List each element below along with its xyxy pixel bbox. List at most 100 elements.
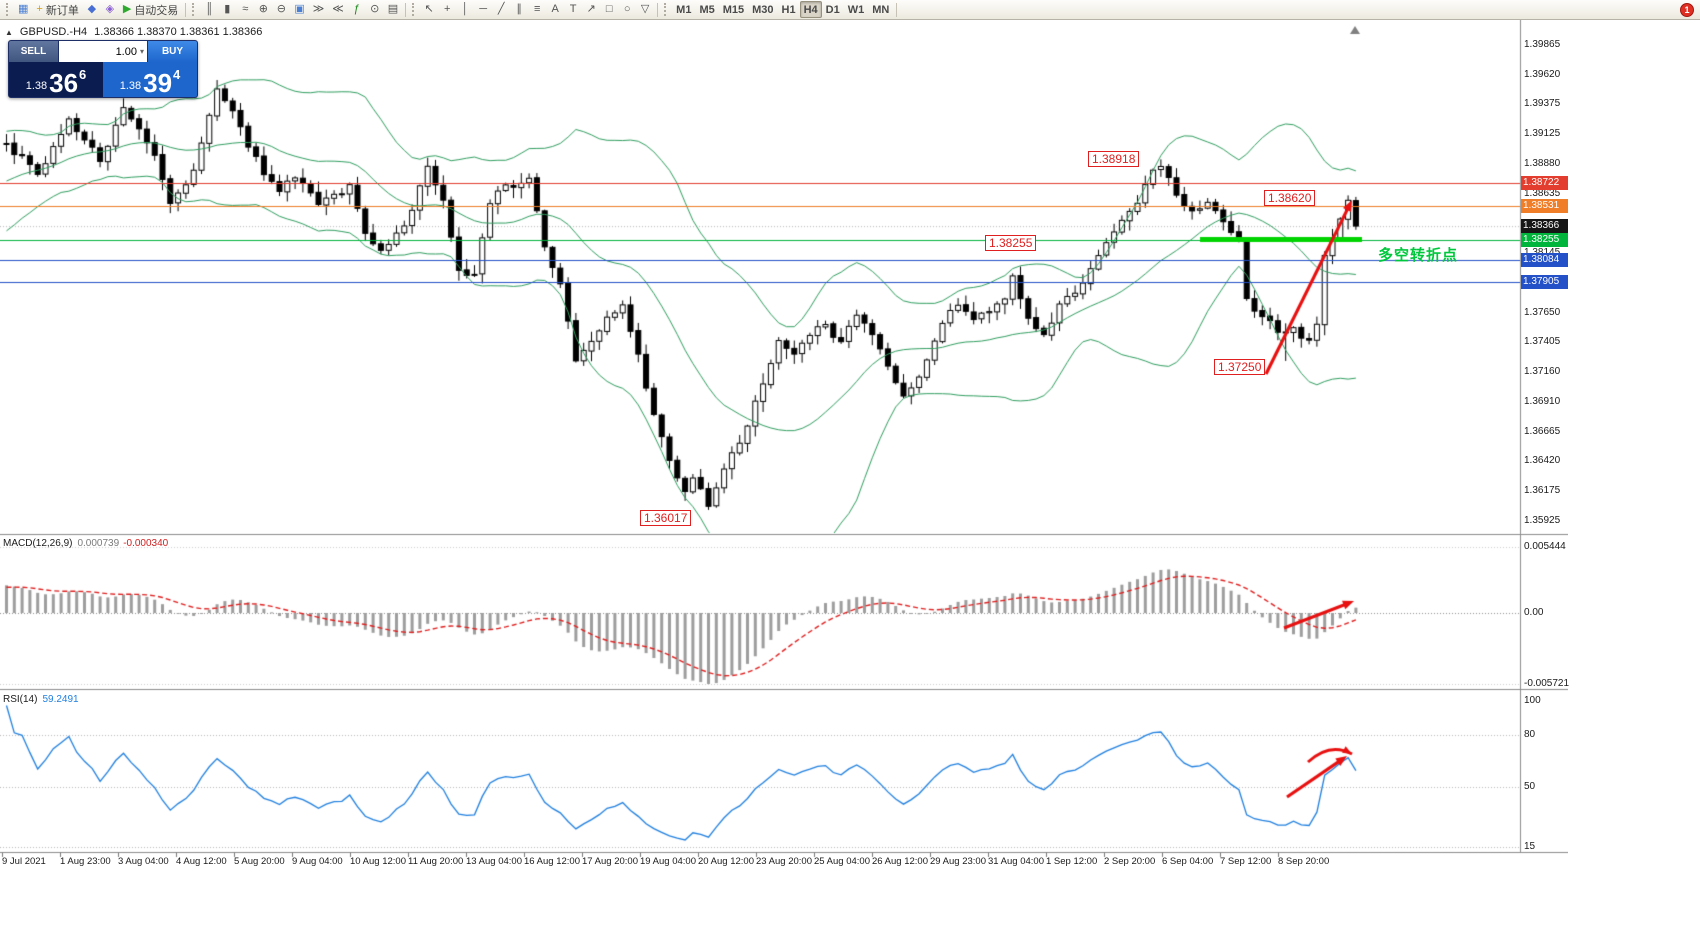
- timeframe-button-tf-m1[interactable]: M1: [672, 1, 695, 18]
- toolbar-button-periods[interactable]: ⊙: [366, 1, 384, 18]
- toolbar-button-text[interactable]: A: [546, 1, 564, 18]
- cursor-icon: ↖: [424, 3, 434, 15]
- toolbar-button-vertical-line[interactable]: │: [456, 1, 474, 18]
- toolbar-button-bar-chart[interactable]: ║: [200, 1, 218, 18]
- price-tag: 1.38531: [1521, 199, 1568, 214]
- sell-price-sup: 6: [79, 67, 87, 82]
- rsi-axis-label: 100: [1524, 695, 1541, 706]
- text-icon: A: [551, 3, 559, 15]
- price-annotation[interactable]: 1.37250: [1214, 359, 1266, 375]
- toolbar-button-equidistant-channel[interactable]: ∥: [510, 1, 528, 18]
- macd-name: MACD(12,26,9): [3, 538, 73, 549]
- macd-axis-label: 0.005444: [1524, 541, 1566, 552]
- time-axis-label: 16 Aug 12:00: [524, 856, 580, 867]
- toolbar-button-tile-windows[interactable]: ▣: [290, 1, 308, 18]
- toolbar-button-templates[interactable]: ▤: [384, 1, 402, 18]
- candlestick-chart-icon: ▮: [224, 3, 231, 15]
- auto-scroll-icon: ≫: [312, 3, 325, 15]
- price-axis-label: 1.37160: [1524, 365, 1561, 377]
- time-axis-label: 26 Aug 12:00: [872, 856, 928, 867]
- time-axis-label: 19 Aug 04:00: [640, 856, 696, 867]
- toolbar-button-new-order[interactable]: + 新订单: [32, 1, 82, 18]
- navigator-icon: ◈: [105, 3, 115, 15]
- toolbar-button-zoom-out[interactable]: ⊖: [272, 1, 290, 18]
- timeframe-button-tf-m30[interactable]: M30: [748, 1, 777, 18]
- price-annotation[interactable]: 1.36017: [640, 510, 692, 526]
- toolbar-button-new-chart[interactable]: ▦: [14, 1, 32, 18]
- toolbar-button-horizontal-line[interactable]: ─: [474, 1, 492, 18]
- price-axis-label: 1.35925: [1524, 514, 1561, 526]
- price-annotation[interactable]: 1.38620: [1264, 190, 1316, 206]
- sell-button[interactable]: SELL: [9, 41, 59, 62]
- timeframe-button-tf-w1[interactable]: W1: [844, 1, 869, 18]
- timeframe-button-tf-h1[interactable]: H1: [778, 1, 800, 18]
- toolbar-button-candlestick-chart[interactable]: ▮: [218, 1, 236, 18]
- toolbar-button-arrow-object[interactable]: ↗: [582, 1, 600, 18]
- toolbar-button-chart-shift[interactable]: ≪: [328, 1, 348, 18]
- templates-icon: ▤: [387, 3, 399, 15]
- time-axis-label: 25 Aug 04:00: [814, 856, 870, 867]
- buy-price-big: 39: [143, 68, 173, 98]
- top-toolbar: 1 ▦ + 新订单 ◆ ◈ ▶ 自动交易 ║ ▮ ≈ ⊕ ⊖ ▣ ≫ ≪ ƒ ⊙ ▤ ↖ + │ ─ ╱ ∥ ≡ A T ↗ □ ○ ▽ M1…: [0, 0, 1700, 20]
- buy-button[interactable]: BUY: [147, 41, 197, 62]
- tf-mn-label: MN: [872, 3, 890, 16]
- toolbar-button-trendline[interactable]: ╱: [492, 1, 510, 18]
- tf-w1-label: W1: [847, 3, 865, 16]
- sell-price-display[interactable]: 1.38 36 6: [9, 62, 103, 98]
- notification-badge[interactable]: 1: [1680, 3, 1694, 17]
- toolbar-button-line-chart[interactable]: ≈: [236, 1, 254, 18]
- time-axis-label: 29 Aug 23:00: [930, 856, 986, 867]
- toolbar-separator: [896, 2, 898, 17]
- buy-price-display[interactable]: 1.38 39 4: [103, 62, 197, 98]
- price-axis-label: 1.38145: [1524, 247, 1568, 259]
- time-axis-label: 8 Sep 20:00: [1278, 856, 1330, 867]
- toolbar-button-fibonacci[interactable]: ≡: [528, 1, 546, 18]
- chart-canvas[interactable]: [0, 20, 1568, 876]
- ellipse-icon: ○: [623, 3, 631, 15]
- time-axis-label: 6 Sep 04:00: [1162, 856, 1214, 867]
- price-axis-label: 1.39865: [1524, 39, 1561, 50]
- toolbar-button-crosshair[interactable]: +: [438, 1, 456, 18]
- timeframe-button-tf-m5[interactable]: M5: [695, 1, 718, 18]
- timeframe-button-tf-h4[interactable]: H4: [799, 1, 822, 18]
- time-axis-label: 17 Aug 20:00: [582, 856, 638, 867]
- volume-input[interactable]: 1.00 ▾: [59, 41, 147, 62]
- fibonacci-icon: ≡: [533, 3, 541, 15]
- toolbar-button-triangle[interactable]: ▽: [636, 1, 654, 18]
- toolbar-button-market-watch[interactable]: ◆: [83, 1, 101, 18]
- new-order-icon: +: [36, 3, 43, 15]
- timeframe-button-tf-m15[interactable]: M15: [719, 1, 748, 18]
- timeframe-button-tf-mn[interactable]: MN: [868, 1, 893, 18]
- timeframe-button-tf-d1[interactable]: D1: [822, 1, 844, 18]
- toolbar-button-shapes[interactable]: □: [600, 1, 618, 18]
- macd-value-main: 0.000739: [77, 538, 120, 549]
- chart-shift-icon: ≪: [332, 3, 344, 15]
- toolbar-button-zoom-in[interactable]: ⊕: [254, 1, 272, 18]
- toolbar-button-ellipse[interactable]: ○: [618, 1, 636, 18]
- toolbar-button-indicators[interactable]: ƒ: [348, 1, 366, 18]
- macd-value-signal: -0.000340: [123, 538, 169, 549]
- toolbar-grip[interactable]: [6, 3, 11, 16]
- toolbar-button-text-label[interactable]: T: [564, 1, 582, 18]
- equidistant-channel-icon: ∥: [516, 3, 522, 15]
- rsi-value: 59.2491: [42, 694, 79, 705]
- toolbar-button-cursor[interactable]: ↖: [420, 1, 438, 18]
- toolbar-button-autotrading[interactable]: ▶ 自动交易: [119, 1, 182, 18]
- price-axis-label: 1.37650: [1524, 306, 1561, 318]
- sell-price-big: 36: [49, 68, 79, 98]
- buy-price-prefix: 1.38: [119, 80, 142, 92]
- toolbar-grip[interactable]: [192, 3, 197, 16]
- toolbar-grip[interactable]: [412, 3, 417, 16]
- price-annotation[interactable]: 1.38918: [1088, 151, 1140, 167]
- price-axis-label: 1.37405: [1524, 336, 1561, 348]
- volume-spinner-icon[interactable]: ▾: [139, 47, 144, 56]
- toolbar-button-auto-scroll[interactable]: ≫: [309, 1, 329, 18]
- price-tag: 1.38722: [1521, 176, 1568, 191]
- tf-m1-label: M1: [676, 3, 692, 16]
- chart-window: ▲ GBPUSD.-H4 1.38366 1.38370 1.38361 1.3…: [0, 20, 1569, 876]
- toolbar-grip[interactable]: [664, 3, 669, 16]
- pivot-note[interactable]: 多空转折点: [1378, 247, 1459, 264]
- toolbar-button-navigator[interactable]: ◈: [101, 1, 119, 18]
- price-annotation[interactable]: 1.38255: [985, 235, 1037, 251]
- time-axis-label: 9 Aug 04:00: [292, 856, 343, 867]
